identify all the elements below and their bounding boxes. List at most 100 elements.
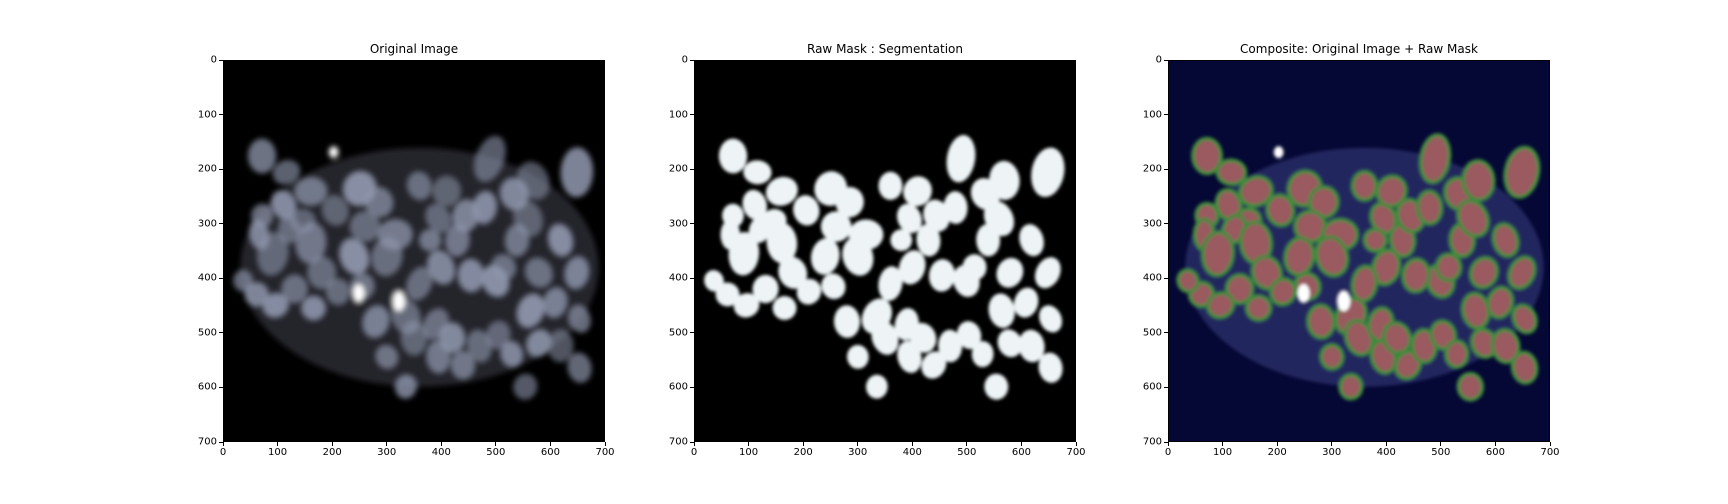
x-tick bbox=[495, 442, 497, 446]
y-tick-label: 100 bbox=[1142, 109, 1162, 121]
y-tick bbox=[219, 277, 223, 279]
x-tick bbox=[1020, 442, 1022, 446]
x-tick bbox=[802, 442, 804, 446]
x-tick bbox=[1222, 442, 1224, 446]
y-tick-label: 200 bbox=[668, 163, 688, 175]
y-tick-label: 500 bbox=[668, 327, 688, 339]
y-tick-label: 500 bbox=[1142, 327, 1162, 339]
x-tick bbox=[222, 442, 224, 446]
y-tick bbox=[1164, 168, 1168, 170]
x-tick-label: 500 bbox=[1431, 447, 1451, 458]
original-image bbox=[223, 60, 605, 442]
x-tick bbox=[857, 442, 859, 446]
original-title: Original Image bbox=[369, 42, 459, 56]
y-tick bbox=[1164, 223, 1168, 225]
y-tick-label: 600 bbox=[668, 381, 688, 393]
x-tick-label: 400 bbox=[902, 447, 922, 458]
y-tick bbox=[1164, 386, 1168, 388]
x-tick-label: 200 bbox=[322, 447, 342, 458]
x-tick bbox=[748, 442, 750, 446]
x-tick bbox=[1276, 442, 1278, 446]
x-tick-label: 100 bbox=[1213, 447, 1233, 458]
x-tick bbox=[1440, 442, 1442, 446]
x-tick bbox=[440, 442, 442, 446]
y-tick bbox=[690, 223, 694, 225]
x-tick bbox=[331, 442, 333, 446]
y-tick-label: 100 bbox=[197, 109, 217, 121]
x-tick-label: 700 bbox=[595, 447, 615, 458]
y-tick bbox=[690, 114, 694, 116]
x-tick-label: 0 bbox=[219, 447, 227, 458]
x-tick-label: 200 bbox=[1267, 447, 1287, 458]
x-tick-label: 400 bbox=[1376, 447, 1396, 458]
x-tick-label: 200 bbox=[793, 447, 813, 458]
y-tick-label: 300 bbox=[668, 218, 688, 230]
y-tick bbox=[1164, 277, 1168, 279]
y-tick bbox=[219, 386, 223, 388]
y-tick bbox=[1164, 441, 1168, 443]
y-tick bbox=[219, 441, 223, 443]
x-tick bbox=[966, 442, 968, 446]
x-tick bbox=[1331, 442, 1333, 446]
y-tick bbox=[690, 332, 694, 334]
y-tick-label: 400 bbox=[668, 272, 688, 284]
y-tick-label: 500 bbox=[197, 327, 217, 339]
x-tick bbox=[1167, 442, 1169, 446]
x-tick-label: 600 bbox=[1011, 447, 1031, 458]
y-tick bbox=[219, 223, 223, 225]
y-tick bbox=[690, 277, 694, 279]
x-tick-label: 600 bbox=[1485, 447, 1505, 458]
x-tick bbox=[1549, 442, 1551, 446]
x-tick-label: 300 bbox=[377, 447, 397, 458]
y-tick-label: 100 bbox=[668, 109, 688, 121]
x-tick bbox=[911, 442, 913, 446]
x-tick-label: 700 bbox=[1066, 447, 1086, 458]
x-tick-label: 300 bbox=[848, 447, 868, 458]
x-tick-label: 600 bbox=[540, 447, 560, 458]
y-tick-label: 200 bbox=[1142, 163, 1162, 175]
x-tick-label: 0 bbox=[1164, 447, 1172, 458]
x-tick bbox=[549, 442, 551, 446]
x-tick-label: 500 bbox=[486, 447, 506, 458]
x-tick bbox=[386, 442, 388, 446]
composite-image bbox=[1168, 60, 1550, 442]
x-tick-label: 100 bbox=[739, 447, 759, 458]
y-tick bbox=[1164, 114, 1168, 116]
x-tick bbox=[1385, 442, 1387, 446]
y-tick-label: 300 bbox=[197, 218, 217, 230]
y-tick-label: 600 bbox=[1142, 381, 1162, 393]
y-tick bbox=[219, 114, 223, 116]
x-tick bbox=[1075, 442, 1077, 446]
y-tick-label: 700 bbox=[1142, 436, 1162, 448]
raw-mask-title: Raw Mask : Segmentation bbox=[807, 42, 963, 56]
y-tick bbox=[219, 59, 223, 61]
y-tick bbox=[690, 386, 694, 388]
x-tick bbox=[277, 442, 279, 446]
y-tick-label: 0 bbox=[1155, 54, 1162, 66]
y-tick-label: 700 bbox=[668, 436, 688, 448]
y-tick bbox=[690, 59, 694, 61]
y-tick bbox=[219, 332, 223, 334]
y-tick bbox=[690, 168, 694, 170]
x-tick-label: 700 bbox=[1540, 447, 1560, 458]
y-tick-label: 200 bbox=[197, 163, 217, 175]
y-tick-label: 0 bbox=[210, 54, 217, 66]
x-tick-label: 0 bbox=[690, 447, 698, 458]
composite-title: Composite: Original Image + Raw Mask bbox=[1240, 42, 1478, 56]
x-tick-label: 400 bbox=[431, 447, 451, 458]
y-tick bbox=[1164, 59, 1168, 61]
y-tick bbox=[690, 441, 694, 443]
raw-mask-image bbox=[694, 60, 1076, 442]
y-tick-label: 300 bbox=[1142, 218, 1162, 230]
x-tick-label: 500 bbox=[957, 447, 977, 458]
x-tick bbox=[1494, 442, 1496, 446]
x-tick-label: 100 bbox=[268, 447, 288, 458]
y-tick-label: 700 bbox=[197, 436, 217, 448]
y-tick-label: 400 bbox=[1142, 272, 1162, 284]
y-tick bbox=[219, 168, 223, 170]
x-tick bbox=[604, 442, 606, 446]
x-tick bbox=[693, 442, 695, 446]
x-tick-label: 300 bbox=[1322, 447, 1342, 458]
y-tick bbox=[1164, 332, 1168, 334]
